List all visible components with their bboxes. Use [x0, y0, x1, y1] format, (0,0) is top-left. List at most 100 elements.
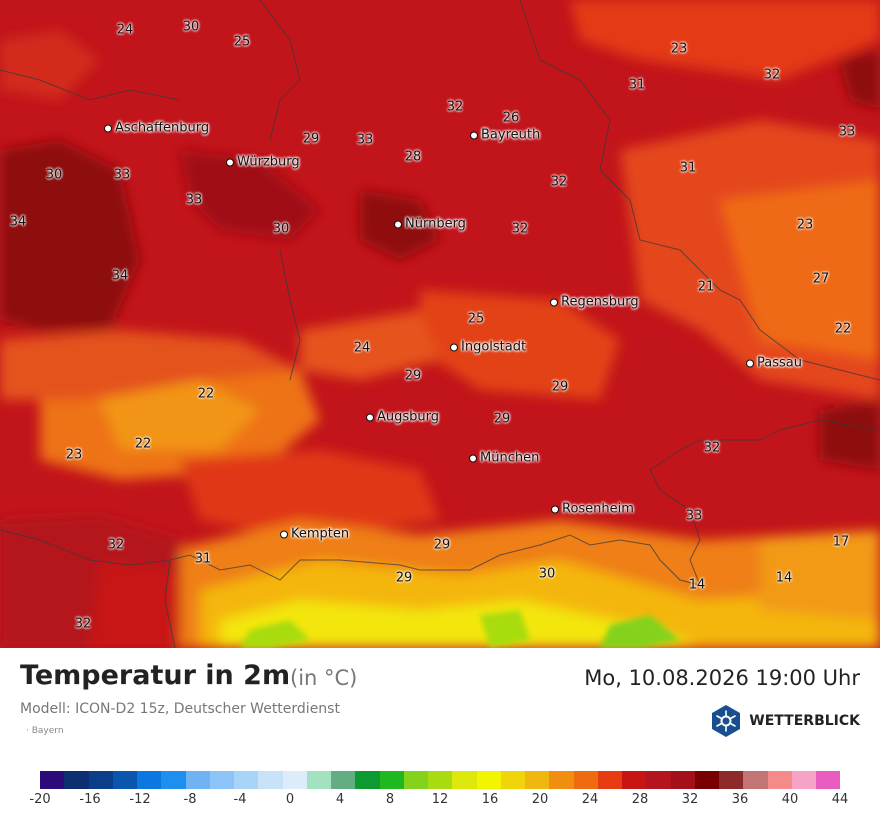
city-dot-icon: [550, 298, 558, 306]
temp-value: 30: [272, 221, 290, 237]
legend-color-segment: [646, 771, 671, 789]
temp-value: 34: [9, 214, 27, 230]
temp-value: 25: [467, 311, 485, 327]
temp-value: 33: [685, 508, 703, 524]
temp-value: 32: [550, 174, 568, 190]
legend-tick-label: 4: [335, 792, 345, 807]
legend-color-segment: [306, 771, 331, 789]
region-label: · Bayern: [26, 726, 64, 736]
city-dot-icon: [226, 158, 234, 166]
legend-color-segment: [185, 771, 210, 789]
legend-color-segment: [234, 771, 259, 789]
legend-color-segment: [161, 771, 186, 789]
legend-color-segment: [816, 771, 841, 789]
temp-value: 31: [628, 77, 646, 93]
temp-value: 33: [838, 124, 856, 140]
legend-color-segment: [525, 771, 550, 789]
temp-value: 34: [111, 268, 129, 284]
city-marker: Bayreuth: [470, 128, 540, 143]
temp-value: 24: [353, 340, 371, 356]
city-label: Passau: [757, 355, 802, 371]
legend-tick-label: 28: [631, 792, 649, 807]
city-marker: Regensburg: [550, 295, 639, 310]
legend-color-segment: [622, 771, 647, 789]
temp-value: 14: [688, 577, 706, 593]
legend-color-segment: [355, 771, 380, 789]
city-marker: Kempten: [280, 527, 349, 542]
city-label: Nürnberg: [405, 216, 466, 232]
city-label: Bayreuth: [481, 127, 541, 143]
temp-value: 30: [538, 566, 556, 582]
temp-value: 32: [446, 99, 464, 115]
city-dot-icon: [104, 124, 112, 132]
legend-tick-label: 0: [285, 792, 295, 807]
brand-name: WETTERBLICK: [749, 713, 860, 729]
city-dot-icon: [450, 343, 458, 351]
legend-color-segment: [573, 771, 598, 789]
legend-tick-label: 12: [431, 792, 449, 807]
temp-value: 28: [404, 149, 422, 165]
city-label: Aschaffenburg: [115, 120, 210, 136]
legend-color-segment: [331, 771, 356, 789]
unit-label: (in °C): [290, 666, 358, 690]
legend-color-segment: [791, 771, 816, 789]
legend-color-segment: [670, 771, 695, 789]
legend-color-segment: [597, 771, 622, 789]
legend-color-segment: [64, 771, 89, 789]
legend-tick-label: 24: [581, 792, 599, 807]
legend-color-segment: [719, 771, 744, 789]
temp-value: 32: [763, 67, 781, 83]
city-dot-icon: [366, 413, 374, 421]
city-label: Regensburg: [561, 294, 639, 310]
temperature-field: [0, 0, 880, 648]
forecast-datetime: Mo, 10.08.2026 19:00 Uhr: [584, 666, 860, 690]
legend-color-segment: [209, 771, 234, 789]
city-dot-icon: [280, 530, 288, 538]
city-dot-icon: [746, 359, 754, 367]
brand-logo: WETTERBLICK: [709, 704, 860, 738]
map-title: Temperatur in 2m: [20, 660, 291, 691]
city-label: Würzburg: [237, 154, 300, 170]
legend-color-segment: [282, 771, 307, 789]
temp-value: 22: [134, 436, 152, 452]
color-legend: [40, 771, 841, 789]
legend-color-segment: [428, 771, 453, 789]
legend-tick-label: -16: [79, 792, 101, 807]
temp-value: 21: [697, 279, 715, 295]
city-marker: Passau: [746, 356, 802, 371]
temp-value: 33: [113, 167, 131, 183]
legend-color-segment: [112, 771, 137, 789]
city-marker: Aschaffenburg: [104, 121, 209, 136]
temp-value: 24: [116, 22, 134, 38]
legend-color-segment: [40, 771, 65, 789]
temp-value: 29: [302, 131, 320, 147]
legend-color-segment: [452, 771, 477, 789]
legend-tick-label: -12: [129, 792, 151, 807]
legend-tick-label: 32: [681, 792, 699, 807]
city-dot-icon: [469, 454, 477, 462]
temp-value: 30: [45, 167, 63, 183]
city-marker: Rosenheim: [551, 502, 634, 517]
temp-value: 32: [74, 616, 92, 632]
legend-tick-label: 36: [731, 792, 749, 807]
legend-color-segment: [767, 771, 792, 789]
legend-color-segment: [694, 771, 719, 789]
model-info: Modell: ICON-D2 15z, Deutscher Wetterdie…: [20, 701, 340, 717]
city-label: Augsburg: [377, 409, 440, 425]
city-dot-icon: [470, 131, 478, 139]
city-dot-icon: [551, 505, 559, 513]
legend-tick-label: 16: [481, 792, 499, 807]
temperature-map: [0, 0, 880, 648]
city-marker: Ingolstadt: [450, 340, 526, 355]
city-label: Rosenheim: [562, 501, 634, 517]
legend-color-segment: [403, 771, 428, 789]
legend-color-segment: [379, 771, 404, 789]
legend-color-segment: [549, 771, 574, 789]
city-marker: Würzburg: [226, 155, 300, 170]
temp-value: 27: [812, 271, 830, 287]
temp-value: 23: [65, 447, 83, 463]
city-label: München: [480, 450, 540, 466]
temp-value: 23: [796, 217, 814, 233]
legend-color-segment: [137, 771, 162, 789]
city-marker: München: [469, 451, 539, 466]
